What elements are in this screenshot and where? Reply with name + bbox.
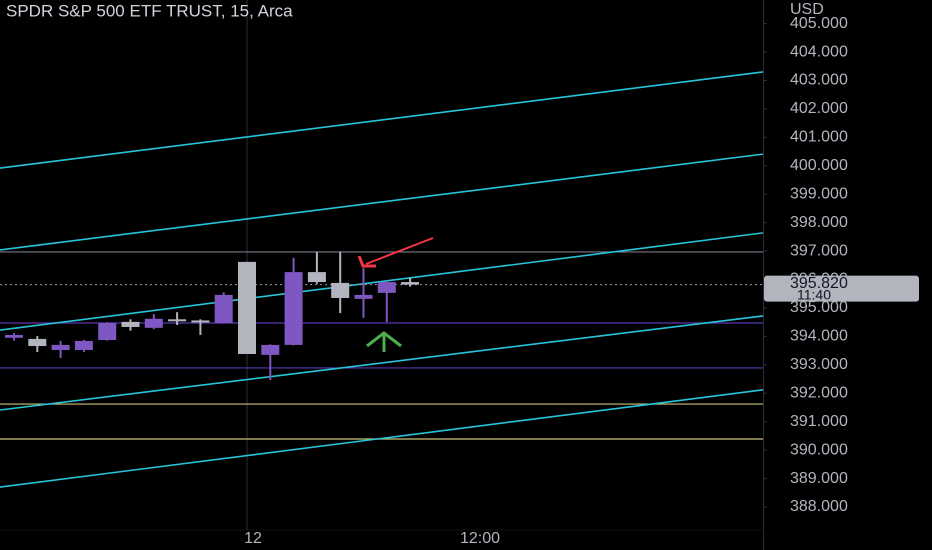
y-tick-label: 391.000: [790, 413, 848, 430]
trend-line: [0, 389, 764, 488]
candle-body: [214, 294, 233, 324]
trend-line: [0, 153, 764, 251]
y-tick-label: 393.000: [790, 356, 848, 373]
x-tick-label: 12:00: [460, 530, 500, 547]
candle-body: [401, 282, 420, 285]
price-tag-value: 395.820: [790, 275, 848, 292]
y-tick-label: 389.000: [790, 470, 848, 487]
y-tick-label: 388.000: [790, 498, 848, 515]
candle-body: [307, 272, 326, 283]
y-tick-label: 395.000: [790, 299, 848, 316]
candle-body: [5, 334, 23, 338]
candle-body: [191, 320, 210, 323]
candle-body: [144, 318, 163, 328]
annotations: [357, 237, 434, 352]
trend-line: [0, 232, 764, 331]
candle-body: [354, 294, 373, 299]
y-tick-label: 400.000: [790, 157, 848, 174]
candle-body: [284, 272, 303, 345]
trend-line: [0, 71, 764, 169]
candle-body: [28, 338, 47, 347]
y-tick-label: 401.000: [790, 129, 848, 146]
price-tag: [764, 275, 919, 302]
trend-line: [0, 315, 764, 411]
candle-body: [51, 344, 70, 351]
chart-title: SPDR S&P 500 ETF TRUST, 15, Arca: [6, 1, 293, 20]
candle-body: [261, 344, 280, 355]
candle-body: [377, 282, 396, 293]
y-tick-label: 392.000: [790, 384, 848, 401]
y-tick-label: 397.000: [790, 242, 848, 259]
y-tick-label: 403.000: [790, 72, 848, 89]
y-tick-label: 402.000: [790, 100, 848, 117]
candle-body: [168, 319, 187, 322]
candle-body: [238, 261, 256, 354]
x-tick-label: 12: [244, 530, 262, 547]
y-tick-label: 399.000: [790, 185, 848, 202]
y-tick-label: 394.000: [790, 328, 848, 345]
y-tick-label: 398.000: [790, 214, 848, 231]
red-arrow-line: [365, 237, 434, 265]
y-tick-label: 404.000: [790, 43, 848, 60]
red-arrow-head: [357, 255, 376, 268]
price-tag-countdown: 11:40: [797, 286, 831, 302]
candle-body: [98, 323, 117, 341]
candle-body: [331, 282, 350, 298]
candle-body: [121, 321, 140, 327]
green-arrow-head: [366, 331, 402, 348]
y-tick-label: 405.000: [790, 15, 848, 32]
y-axis-label: USD: [790, 1, 824, 18]
y-tick-label: 390.000: [790, 441, 848, 458]
candle-body: [74, 340, 93, 351]
plot-area: [0, 0, 764, 530]
